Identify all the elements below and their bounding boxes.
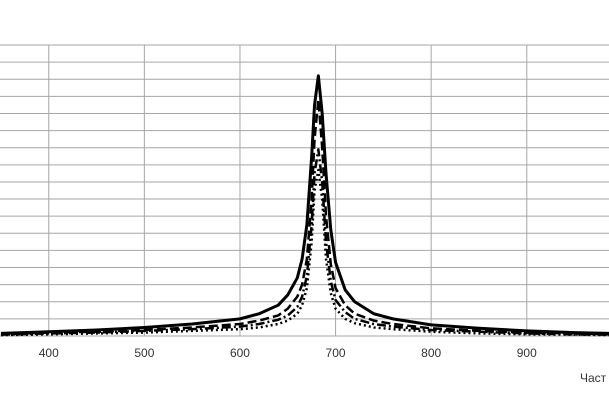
series-line — [0, 98, 609, 336]
series-line — [0, 168, 609, 337]
x-tick-label: 400 — [39, 346, 59, 360]
x-tick-label: 600 — [230, 346, 250, 360]
x-tick-label: 500 — [134, 346, 154, 360]
x-tick-label: 900 — [517, 346, 537, 360]
series-line — [0, 74, 609, 335]
series-line — [0, 148, 609, 336]
x-tick-label: 700 — [326, 346, 346, 360]
x-tick-label: 800 — [421, 346, 441, 360]
x-axis-label: Част — [580, 371, 607, 385]
